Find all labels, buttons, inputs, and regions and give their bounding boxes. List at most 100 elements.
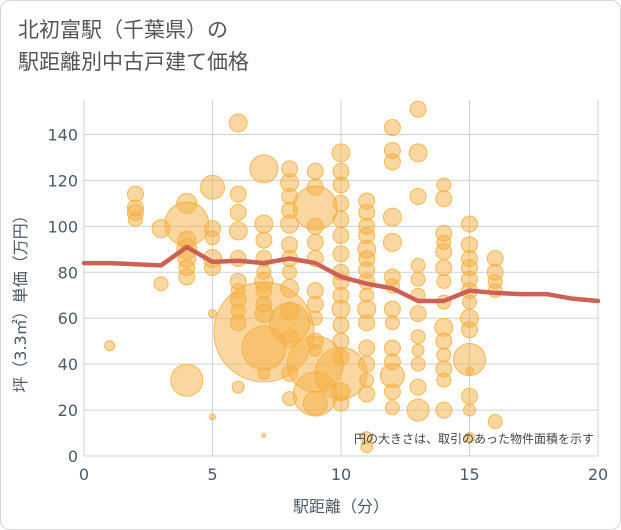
bubble-point	[306, 295, 324, 313]
trend-line	[81, 244, 601, 304]
bubble-point	[153, 276, 169, 292]
bubble-point	[306, 162, 324, 180]
bubble-point	[409, 100, 427, 118]
bubble-point	[436, 273, 452, 289]
bubble-point	[332, 394, 350, 412]
bubble-point	[435, 243, 453, 261]
bubble-point	[307, 310, 323, 326]
y-tick-label: 100	[47, 217, 78, 236]
bubble-point	[104, 340, 116, 352]
bubble-point	[205, 230, 220, 246]
bubble-point	[332, 332, 350, 350]
bubble-point	[332, 210, 350, 228]
bubble-point	[332, 176, 350, 194]
bubble-point	[280, 214, 300, 234]
bubble-point	[231, 380, 245, 394]
bubble-point	[435, 332, 453, 350]
bubble-point	[208, 309, 217, 319]
bubble-point	[382, 232, 402, 252]
bubble-point	[358, 314, 376, 332]
bubble-point	[127, 211, 143, 227]
bubble-point	[410, 356, 426, 372]
bubble-point	[461, 387, 478, 405]
bubble-point	[384, 315, 400, 331]
bubble-point	[306, 217, 324, 235]
title-line-1: 北初富駅（千葉県）の	[18, 18, 228, 42]
bubble-point	[358, 339, 376, 357]
bubble-point	[358, 355, 376, 373]
bubble-point	[332, 227, 350, 245]
bubble-point	[411, 343, 425, 357]
x-tick-label: 0	[79, 465, 89, 484]
bubble-point	[257, 366, 271, 380]
bubble-point	[410, 329, 426, 345]
x-tick-label: 20	[588, 465, 608, 484]
bubble-point	[261, 432, 267, 438]
bubble-point	[229, 249, 247, 267]
bubble-point	[332, 316, 350, 334]
trend-layer	[81, 244, 601, 304]
size-annotation: 円の大きさは、取引のあった物件面積を示す	[354, 431, 594, 446]
bubble-point	[302, 390, 328, 416]
x-tick-label: 5	[207, 465, 217, 484]
bubble-point	[409, 305, 427, 323]
bubble-point	[409, 187, 427, 205]
bubble-point	[435, 401, 453, 419]
x-tick-label: 15	[459, 465, 479, 484]
bubble-point	[383, 300, 401, 318]
bubble-point	[408, 143, 428, 163]
bubble-point	[332, 194, 350, 212]
bubble-point	[453, 343, 486, 377]
bubble-point	[209, 413, 216, 421]
bubble-point	[255, 231, 273, 249]
bubble-point	[360, 440, 374, 454]
bubble-point	[406, 398, 430, 422]
y-tick-label: 140	[47, 125, 78, 144]
bubble-point	[487, 414, 503, 430]
bubble-point	[228, 113, 248, 133]
x-axis-label: 駅距離（分）	[293, 497, 389, 516]
bubble-point	[229, 185, 247, 203]
bubble-point	[358, 385, 376, 403]
bubble-point	[383, 119, 401, 137]
bubble-point	[332, 245, 350, 263]
bubble-point	[282, 264, 298, 280]
bubble-point	[178, 268, 196, 286]
y-tick-label: 0	[68, 447, 78, 466]
bubble-point	[435, 190, 453, 208]
y-tick-label: 60	[58, 309, 78, 328]
bubble-point	[436, 372, 452, 388]
bubble-point	[249, 154, 279, 184]
bubble-point	[229, 204, 247, 222]
y-axis-label: 坪（3.3㎡）単価（万円）	[11, 207, 30, 392]
bubble-point	[383, 383, 401, 401]
bubble-point	[464, 432, 475, 444]
x-tick-label: 10	[331, 465, 351, 484]
bubble-point	[465, 366, 474, 376]
y-tick-label: 40	[58, 355, 78, 374]
bubble-point	[436, 177, 452, 193]
bubble-point	[382, 207, 402, 227]
tick-labels: 0 5 10 15 20 0 20 40 60 80 100 120 140	[47, 125, 608, 484]
title-line-2: 駅距離別中古戸建て価格	[18, 50, 249, 74]
bubble-point	[170, 363, 204, 397]
bubble-point	[331, 143, 351, 163]
bubble-point	[280, 278, 300, 298]
bubble-point	[331, 299, 351, 319]
bubble-point	[280, 329, 300, 349]
bubble-point	[461, 321, 478, 339]
chart-title: 北初富駅（千葉県）の 駅距離別中古戸建て価格	[18, 14, 249, 78]
bubble-point	[254, 214, 274, 234]
bubbles-layer	[104, 100, 504, 454]
bubble-point	[462, 294, 477, 310]
bubble-point	[436, 347, 452, 363]
bubble-point	[410, 271, 426, 287]
bubble-point	[384, 400, 400, 416]
y-tick-label: 120	[47, 171, 78, 190]
bubble-point	[461, 215, 478, 233]
bubble-point	[228, 221, 248, 241]
bubble-point	[463, 403, 476, 417]
bubble-point	[359, 372, 375, 388]
bubble-point	[306, 233, 324, 251]
